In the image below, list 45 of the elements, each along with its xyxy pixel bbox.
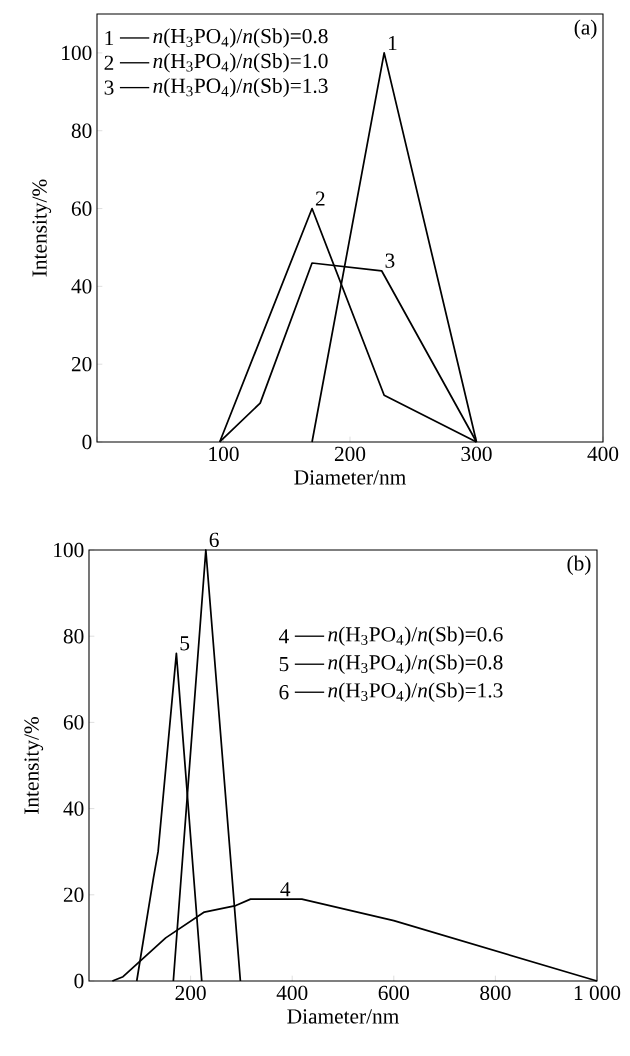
y-tick-label: 0 <box>82 434 92 450</box>
y-tick-label: 60 <box>71 201 92 216</box>
text: 3 <box>104 80 114 95</box>
text: 6 <box>279 685 289 700</box>
annotation: 2 <box>315 191 325 206</box>
y-tick-label: 40 <box>71 279 92 294</box>
y-tick-label: 80 <box>63 629 84 644</box>
text: 1 <box>105 30 114 45</box>
y-tick-label: 0 <box>74 973 84 989</box>
y-tick-label: 100 <box>62 45 92 61</box>
y-tick-label: 80 <box>71 123 92 138</box>
annotation: 4 <box>280 882 291 897</box>
legend-label: n(H$_{3}$PO$_{4}$)/n(Sb)=0.8 <box>328 654 503 674</box>
legend-label: n(H$_{3}$PO$_{4}$)/n(Sb)=0.6 <box>328 626 503 646</box>
x-tick-label: 400 <box>587 446 619 462</box>
y-axis-title: Intensity/% <box>32 179 52 277</box>
x-tick-label: 200 <box>334 446 366 462</box>
x-axis-title: Diameter/nm <box>294 470 406 485</box>
y-tick-label: 40 <box>63 801 84 816</box>
x-tick-label: 300 <box>461 446 492 462</box>
y-tick-label: 20 <box>71 356 92 372</box>
annotation: 3 <box>385 253 395 268</box>
x-axis-title: Diameter/nm <box>287 1009 399 1024</box>
annotation: 5 <box>180 636 190 651</box>
text: 2 <box>104 55 114 70</box>
text: 4 <box>278 629 289 644</box>
x-tick-label: 100 <box>209 446 239 462</box>
x-tick-label: 400 <box>276 985 308 1001</box>
x-tick-label: 1 000 <box>574 985 621 1001</box>
legend-label: n(H$_{3}$PO$_{4}$)/n(Sb)=1.3 <box>328 682 503 702</box>
legend-label: n(H$_{3}$PO$_{4}$)/n(Sb)=1.0 <box>153 53 328 73</box>
x-tick-label: 800 <box>480 985 511 1001</box>
y-tick-label: 60 <box>63 715 84 730</box>
annotation: 1 <box>388 35 397 50</box>
legend-label: n(H$_{3}$PO$_{4}$)/n(Sb)=1.3 <box>153 77 328 98</box>
annotation: 6 <box>209 532 219 548</box>
x-tick-label: 200 <box>175 985 206 1001</box>
y-tick-label: 100 <box>54 542 84 558</box>
text: 5 <box>279 657 289 672</box>
y-tick-label: 20 <box>63 887 84 902</box>
y-axis-title: Intensity/% <box>24 717 44 814</box>
x-tick-label: 600 <box>378 985 409 1001</box>
annotation: (b) <box>567 555 591 575</box>
legend-label: n(H$_{3}$PO$_{4}$)/n(Sb)=0.8 <box>153 28 328 48</box>
annotation: (a) <box>574 19 597 39</box>
